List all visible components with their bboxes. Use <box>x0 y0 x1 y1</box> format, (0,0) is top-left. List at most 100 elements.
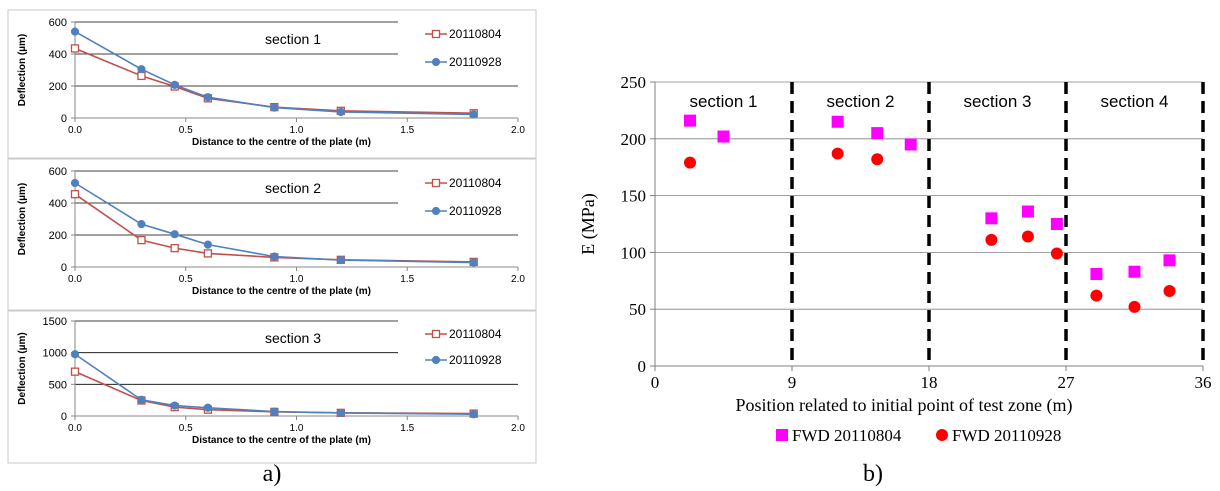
charts-layer: 0 200 400 600 0.0 0.5 1.0 1.5 2.0 Distance to the… <box>7 9 1212 464</box>
x-tick-label: 2.0 <box>511 274 525 285</box>
data-point <box>717 130 730 143</box>
x-axis-label: Distance to the centre of the plate (m) <box>192 435 371 446</box>
data-point <box>70 27 80 36</box>
data-point <box>684 114 697 127</box>
y-tick-label: 600 <box>49 166 67 178</box>
data-point <box>904 138 917 151</box>
x-tick-label: 9 <box>788 373 797 392</box>
data-point <box>336 256 345 265</box>
line-chart-section-2: 0 200 400 600 0.0 0.5 1.0 1.5 2.0 Distance to the… <box>7 158 537 311</box>
data-point <box>203 249 213 258</box>
legend-swatch-marker <box>431 355 441 365</box>
x-tick-label: 2.0 <box>511 125 525 136</box>
data-point <box>270 103 279 112</box>
legend-swatch-marker <box>431 329 441 339</box>
x-axis-label: Distance to the centre of the plate (m) <box>192 137 371 148</box>
y-tick-label: 1500 <box>43 316 67 328</box>
legend-swatch <box>776 429 788 441</box>
legend-label: 20110928 <box>449 353 502 367</box>
y-tick-label: 400 <box>49 49 67 61</box>
legend-swatch-marker <box>431 178 441 188</box>
x-tick-label: 36 <box>1195 373 1212 392</box>
data-point <box>1021 205 1034 218</box>
y-axis-label: Deflection (µm) <box>17 332 28 404</box>
line-chart-section-3: 0 500 1000 1500 0.0 0.5 1.0 1.5 2.0 Distance to t… <box>7 310 537 464</box>
section-label: section 1 <box>689 92 757 111</box>
data-point <box>170 401 179 410</box>
y-tick-label: 500 <box>49 379 67 391</box>
x-tick-label: 1.5 <box>400 125 414 136</box>
x-axis-label: Position related to initial point of tes… <box>736 395 1073 416</box>
y-tick-label: 200 <box>621 130 647 149</box>
data-point <box>1163 254 1176 267</box>
legend-swatch-marker <box>431 57 441 67</box>
data-point <box>70 350 80 359</box>
chart-title: section 3 <box>265 330 321 346</box>
series-20110928: 20110928 <box>70 350 502 419</box>
data-point <box>70 44 80 53</box>
x-tick-label: 2.0 <box>511 423 525 434</box>
data-point <box>270 252 279 261</box>
data-point <box>137 65 146 74</box>
x-tick-label: 1.0 <box>290 125 304 136</box>
data-point <box>684 156 697 169</box>
x-tick-label: 0.0 <box>68 423 82 434</box>
series-20110928: 20110928 <box>70 27 502 119</box>
data-point <box>203 240 212 249</box>
x-tick-label: 0.0 <box>68 125 82 136</box>
section-label: section 4 <box>1100 92 1168 111</box>
data-point <box>1021 230 1034 243</box>
x-tick-label: 0.0 <box>68 274 82 285</box>
x-tick-label: 1.5 <box>400 274 414 285</box>
data-point <box>871 127 884 140</box>
data-point <box>203 93 212 102</box>
data-point <box>871 153 884 166</box>
chart-frame <box>7 158 537 311</box>
series-FWD-20110928: FWD 20110928 <box>684 147 1176 445</box>
y-tick-label: 600 <box>49 17 67 29</box>
x-tick-label: 0 <box>651 373 660 392</box>
data-point <box>1128 300 1141 313</box>
y-tick-label: 0 <box>61 411 67 423</box>
x-tick-label: 0.5 <box>179 274 193 285</box>
legend-label: 20110928 <box>449 204 502 218</box>
legend-label: 20110804 <box>449 176 502 190</box>
y-tick-label: 0 <box>61 113 67 125</box>
data-point <box>170 230 179 239</box>
y-axis-label: E (MPa) <box>578 193 599 255</box>
data-point <box>1050 218 1063 230</box>
data-point <box>469 258 478 267</box>
x-tick-label: 0.5 <box>179 423 193 434</box>
data-point <box>270 407 279 416</box>
y-tick-label: 200 <box>49 230 67 242</box>
legend-label: 20110804 <box>449 27 502 41</box>
legend-swatch-marker <box>431 29 441 39</box>
data-point <box>985 212 998 225</box>
legend-label: 20110804 <box>449 327 502 341</box>
chart-title: section 1 <box>265 31 321 47</box>
y-tick-label: 100 <box>621 243 647 262</box>
legend-swatch <box>936 429 948 441</box>
data-point <box>170 243 179 253</box>
data-point <box>137 395 146 404</box>
scatter-chart-modulus: 0 50 100 150 200 250 0 9 18 27 36 section 1 section … <box>578 73 1212 445</box>
chart-title: section 2 <box>265 180 321 196</box>
data-point <box>137 220 146 229</box>
panel-b-label: b) <box>863 461 883 487</box>
data-point <box>985 233 998 246</box>
chart-frame <box>7 310 537 464</box>
y-tick-label: 250 <box>621 73 647 92</box>
legend-label: FWD 20110928 <box>952 426 1061 445</box>
data-point <box>469 410 478 419</box>
x-tick-label: 1.5 <box>400 423 414 434</box>
x-tick-label: 0.5 <box>179 125 193 136</box>
data-point <box>336 408 345 418</box>
data-point <box>203 403 212 412</box>
data-point <box>1090 267 1103 280</box>
data-point <box>70 190 80 199</box>
x-axis-label: Distance to the centre of the plate (m) <box>192 286 371 297</box>
data-point <box>831 115 844 128</box>
y-tick-label: 1000 <box>43 348 67 360</box>
section-label: section 3 <box>963 92 1031 111</box>
